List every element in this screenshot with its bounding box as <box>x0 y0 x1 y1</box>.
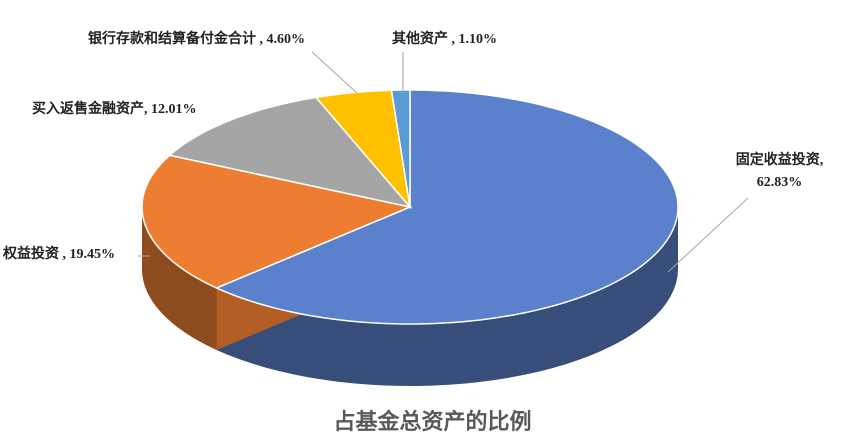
data-label: 权益投资 , 19.45% <box>3 247 115 262</box>
slice <box>314 89 412 210</box>
slice <box>214 89 679 325</box>
slice-side <box>216 207 678 386</box>
data-label: 银行存款和结算备付金合计 , 4.60% <box>88 32 305 47</box>
slice <box>141 154 413 289</box>
leader-line <box>667 197 749 273</box>
chart-title: 占基金总资产的比例 <box>333 409 532 434</box>
slice <box>167 96 413 209</box>
data-label: 其他资产 , 1.10% <box>392 32 497 47</box>
data-label: 固定收益投资, 62.83% <box>735 153 824 190</box>
slice <box>390 89 411 208</box>
leader-line <box>311 51 358 94</box>
slice-side <box>142 207 217 350</box>
data-label: 买入返售金融资产, 12.01% <box>32 102 197 117</box>
